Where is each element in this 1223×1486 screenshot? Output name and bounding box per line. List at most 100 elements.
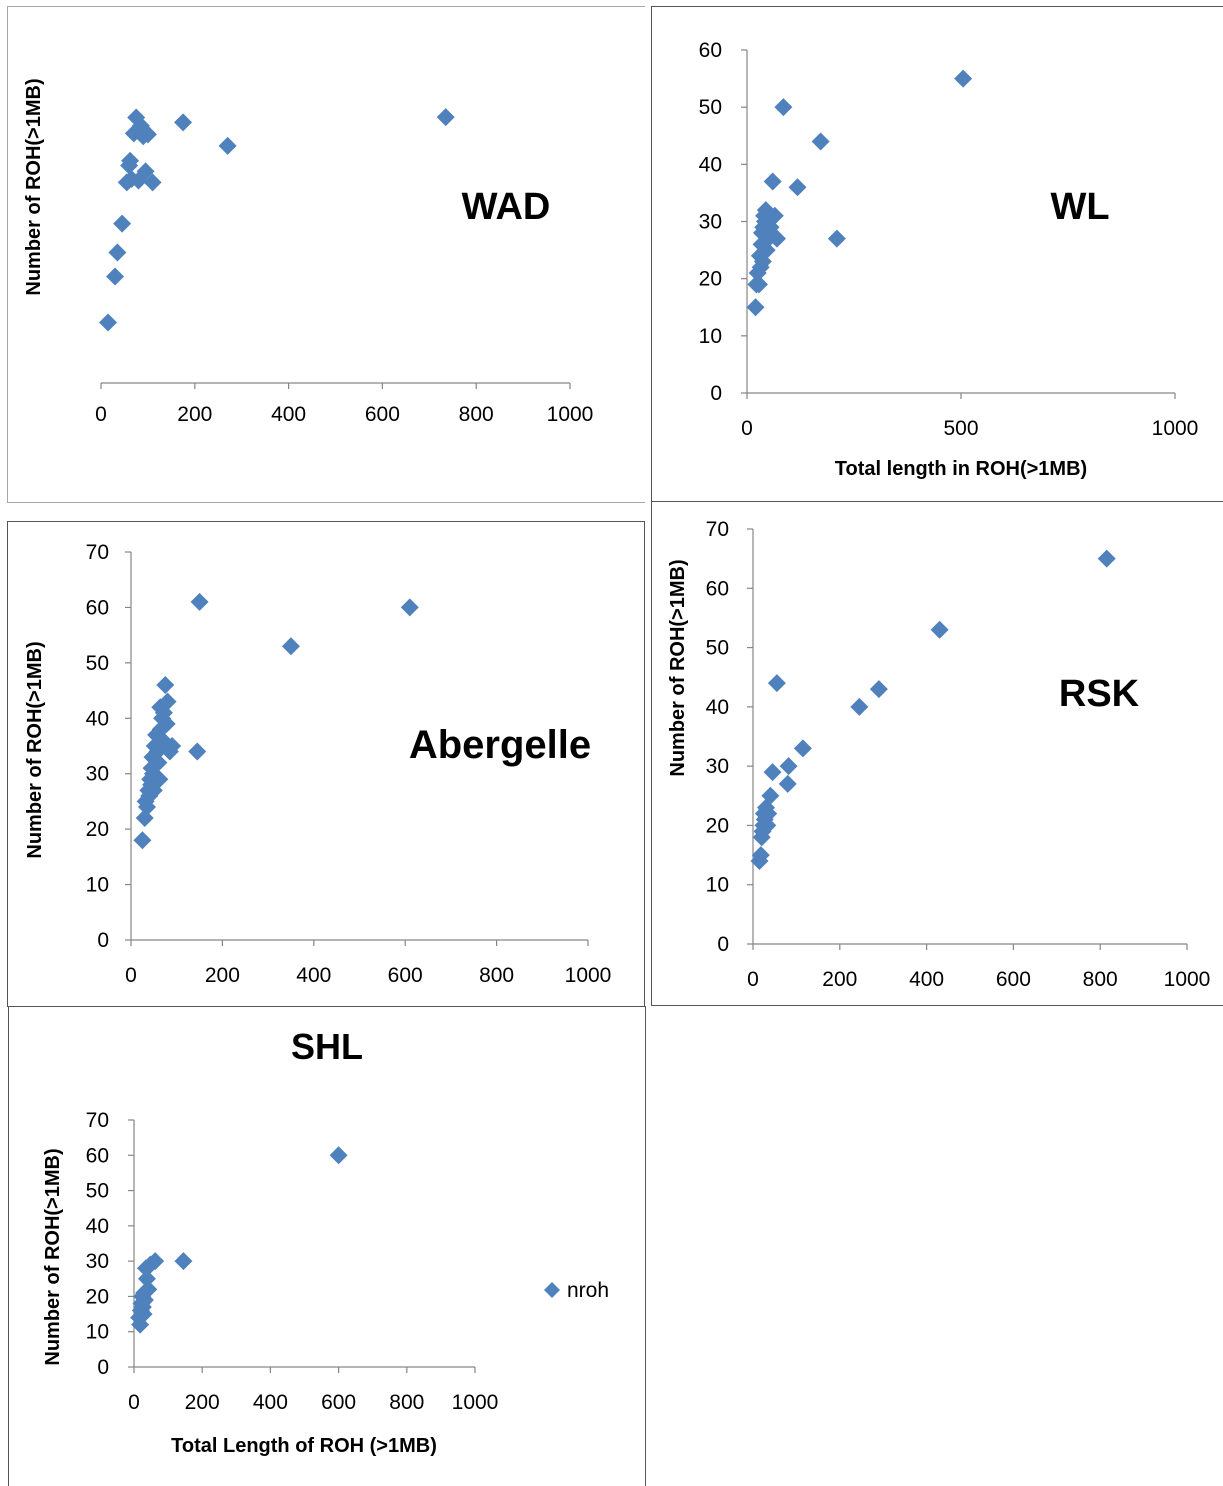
data-point [763, 172, 782, 191]
y-tick-label: 10 [699, 325, 722, 348]
y-tick-label: 0 [97, 1356, 109, 1379]
x-tick-label: 600 [321, 1391, 356, 1414]
y-axis-title: Number of ROH(>1MB) [23, 78, 45, 295]
data-point [827, 229, 846, 248]
chart-panel-rsk: 0 200 400 600 800 1000 0 10 20 30 40 50 60 70 Number o… [651, 501, 1223, 1006]
data-point [746, 298, 765, 317]
x-tick-label: 0 [747, 968, 759, 991]
x-tick-label: 400 [271, 403, 306, 426]
data-point [850, 697, 869, 716]
data-point [218, 136, 237, 155]
x-tick-label: 1000 [1152, 417, 1199, 440]
y-tick-label: 30 [86, 1250, 109, 1273]
x-tick-label: 1000 [565, 964, 612, 987]
data-point [400, 598, 419, 617]
data-point [954, 69, 973, 88]
y-tick-label: 20 [699, 268, 722, 291]
data-point [149, 753, 168, 772]
data-point [156, 676, 175, 695]
data-point [163, 737, 182, 755]
data-point [190, 592, 209, 611]
chart-title: WL [1050, 186, 1109, 228]
y-tick-label: 70 [86, 541, 109, 564]
x-tick-label: 0 [128, 1391, 140, 1414]
x-tick-label: 0 [741, 417, 753, 440]
chart-panel-wl: 0 500 1000 0 10 20 30 40 50 60 Total length in ROH… [651, 6, 1223, 502]
data-point [146, 1252, 165, 1271]
data-point [137, 1269, 156, 1288]
y-tick-label: 10 [86, 1321, 109, 1344]
x-tick-label: 400 [296, 964, 331, 987]
y-tick-label: 40 [706, 696, 729, 719]
chart-title: RSK [1059, 673, 1140, 715]
data-point [121, 151, 140, 170]
data-point [136, 162, 155, 181]
y-tick-label: 60 [699, 39, 722, 62]
y-tick-label: 50 [706, 637, 729, 660]
data-point [751, 846, 770, 865]
chart-wad: 0 200 400 600 800 1000 Number of ROH(>1MB) WAD [23, 78, 593, 426]
x-tick-label: 200 [177, 403, 212, 426]
data-point [174, 113, 193, 132]
data-point [757, 241, 776, 260]
x-tick-label: 600 [365, 403, 400, 426]
chart-title: SHL [291, 1026, 363, 1067]
x-tick-label: 400 [253, 1391, 288, 1414]
data-point [763, 763, 782, 782]
x-tick-label: 1000 [1164, 968, 1211, 991]
x-tick-label: 1000 [452, 1391, 499, 1414]
y-tick-label: 60 [706, 577, 729, 600]
y-tick-label: 50 [86, 1180, 109, 1203]
data-point [106, 267, 125, 286]
y-tick-label: 0 [97, 929, 109, 952]
chart-shl: 0 200 400 600 800 1000 0 10 20 30 40 50 60 70 Number o… [42, 1026, 609, 1457]
y-tick-label: 40 [86, 1215, 109, 1238]
chart-abergelle: 0 200 400 600 800 1000 0 10 20 30 40 50 60 70 Number o… [24, 541, 612, 987]
x-tick-label: 800 [389, 1391, 424, 1414]
y-axis-title: Number of ROH(>1MB) [667, 559, 689, 776]
y-tick-label: 50 [699, 96, 722, 119]
x-tick-label: 600 [388, 964, 423, 987]
legend-marker [544, 1282, 560, 1298]
data-point [188, 742, 207, 761]
chart-title: WAD [462, 186, 551, 228]
data-point [1097, 549, 1116, 568]
data-point [761, 786, 780, 805]
y-tick-label: 20 [86, 1285, 109, 1308]
data-point [113, 214, 132, 233]
data-point [150, 770, 169, 789]
y-tick-label: 60 [86, 1144, 109, 1167]
data-point [99, 313, 118, 332]
data-point [131, 1315, 150, 1334]
x-tick-label: 800 [459, 403, 494, 426]
data-point [759, 804, 778, 823]
x-axis-title: Total Length of ROH (>1MB) [171, 1435, 437, 1457]
data-point [329, 1146, 348, 1165]
y-tick-label: 30 [699, 211, 722, 234]
data-point [765, 206, 784, 225]
data-point [281, 637, 300, 656]
y-tick-label: 30 [706, 755, 729, 778]
data-point [778, 774, 797, 793]
x-tick-label: 800 [479, 964, 514, 987]
data-point [158, 692, 177, 711]
data-point [869, 680, 888, 699]
data-point [148, 742, 167, 761]
y-tick-label: 60 [86, 596, 109, 619]
chart-panel-shl: 0 200 400 600 800 1000 0 10 20 30 40 50 60 70 Number o… [8, 1006, 646, 1486]
x-axis-title: Total length in ROH(>1MB) [835, 458, 1087, 480]
chart-title: Abergelle [409, 723, 591, 767]
y-tick-label: 50 [86, 652, 109, 675]
chart-panel-wad: 0 200 400 600 800 1000 Number of ROH(>1MB) WAD [7, 6, 645, 503]
x-tick-label: 200 [185, 1391, 220, 1414]
x-tick-label: 0 [125, 964, 137, 987]
data-point [436, 108, 455, 127]
data-point [758, 816, 777, 835]
data-point [767, 674, 786, 693]
data-point [174, 1252, 193, 1271]
y-tick-label: 40 [699, 153, 722, 176]
data-point [756, 201, 775, 220]
y-tick-label: 10 [86, 874, 109, 897]
data-point [133, 831, 152, 850]
y-tick-label: 20 [86, 818, 109, 841]
